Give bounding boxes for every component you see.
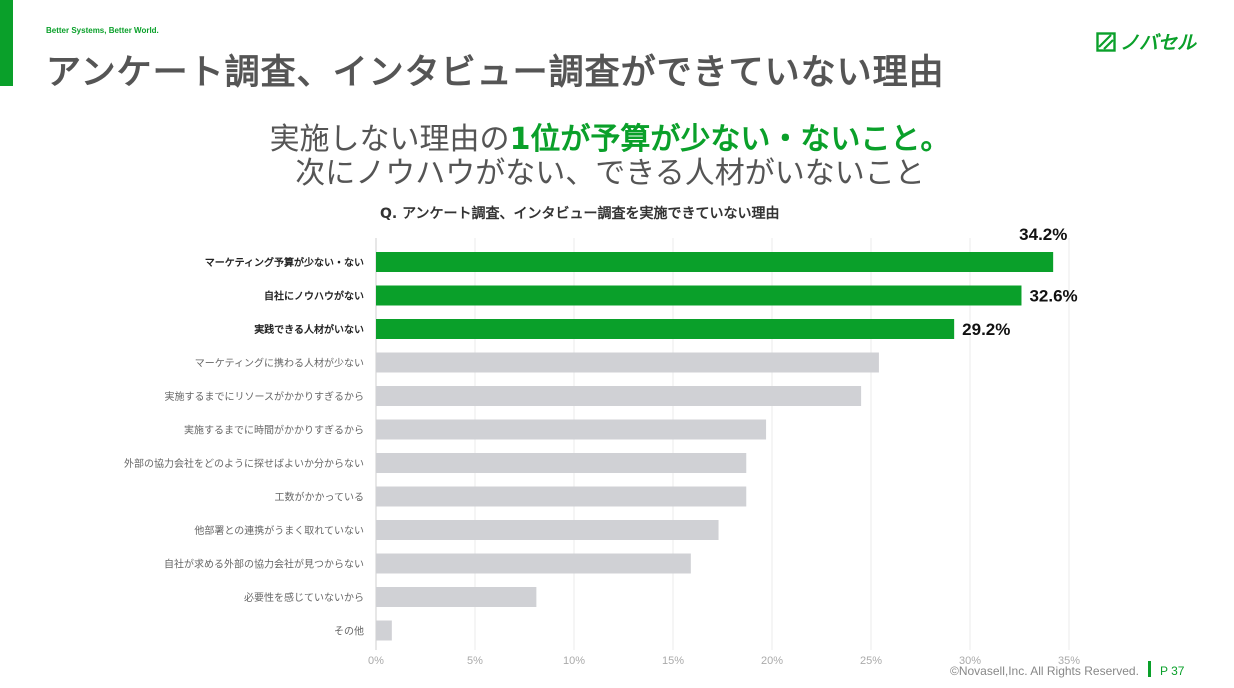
bar xyxy=(376,352,879,373)
x-tick-label: 30% xyxy=(959,655,981,667)
headline-prefix: 実施しない理由の xyxy=(269,122,510,157)
tagline: Better Systems, Better World. xyxy=(46,26,159,35)
category-label: マーケティングに携わる人材が少ない xyxy=(195,357,364,370)
bar xyxy=(376,486,747,507)
bar xyxy=(376,285,1022,306)
category-label: 自社にノウハウがない xyxy=(264,290,364,303)
headline-line-1: 実施しない理由の1位が予算が少ない・ないこと。 xyxy=(200,114,1020,158)
bar xyxy=(376,252,1054,272)
accent-bar xyxy=(0,0,13,86)
category-label: マーケティング予算が少ない・ない xyxy=(205,256,364,269)
chart-title: Q. アンケート調査、インタビュー調査を実施できていない理由 xyxy=(380,206,780,222)
x-tick-label: 10% xyxy=(563,655,585,667)
category-label: その他 xyxy=(334,625,364,638)
category-label: 工数がかかっている xyxy=(275,491,365,504)
x-tick-label: 15% xyxy=(662,655,684,667)
bar xyxy=(376,520,719,540)
footer-accent-bar xyxy=(1148,661,1151,677)
data-label: 34.2% xyxy=(1019,225,1067,244)
logo-text: ノバセル xyxy=(1120,32,1197,54)
headline-highlight: 1位が予算が少ない・ないこと。 xyxy=(509,122,951,157)
data-label: 32.6% xyxy=(1029,287,1077,306)
x-tick-label: 0% xyxy=(368,655,384,667)
bar xyxy=(376,587,537,607)
bar xyxy=(376,419,767,440)
x-tick-label: 35% xyxy=(1058,655,1080,667)
page-title: アンケート調査、インタビュー調査ができていない理由 xyxy=(46,53,945,93)
logo-mark-icon xyxy=(1096,31,1116,52)
bar xyxy=(376,386,862,406)
category-label: 必要性を感じていないから xyxy=(244,591,364,604)
category-label: 自社が求める外部の協力会社が見つからない xyxy=(164,558,364,571)
headline-line-2: 次にノウハウがない、できる人材がいないこと xyxy=(295,156,925,191)
bar xyxy=(376,319,955,339)
category-label: 他部署との連携がうまく取れていない xyxy=(194,524,364,537)
bar xyxy=(376,620,392,641)
bar xyxy=(376,453,747,473)
category-label: 実施するまでにリソースがかかりすぎるから xyxy=(165,390,365,403)
category-label: 実践できる人材がいない xyxy=(254,323,364,336)
logo: ノバセル xyxy=(1096,28,1196,55)
copyright: ©Novasell,Inc. All Rights Reserved. xyxy=(950,664,1139,678)
x-tick-label: 20% xyxy=(761,655,783,667)
page-number: P 37 xyxy=(1160,664,1185,678)
category-label: 外部の協力会社をどのように探せばよいか分からない xyxy=(124,457,364,470)
data-label: 29.2% xyxy=(962,320,1010,339)
category-label: 実施するまでに時間がかかりすぎるから xyxy=(184,424,364,437)
bar xyxy=(376,553,691,574)
x-tick-label: 5% xyxy=(467,655,483,667)
x-tick-label: 25% xyxy=(860,655,882,667)
